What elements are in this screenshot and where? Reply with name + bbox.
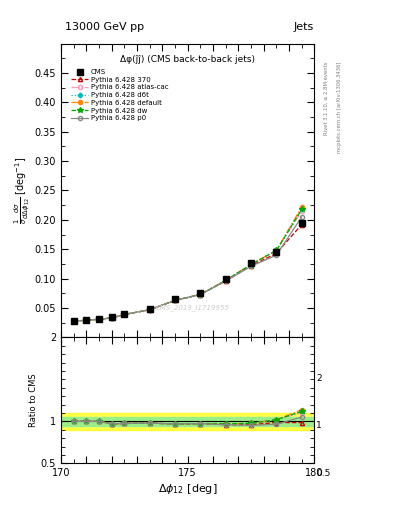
Bar bbox=[61, 413, 314, 430]
Text: Jets: Jets bbox=[293, 22, 314, 32]
Text: Rivet 3.1.10, ≥ 2.8M events: Rivet 3.1.10, ≥ 2.8M events bbox=[324, 61, 329, 135]
X-axis label: $\Delta\phi_{12}$ [deg]: $\Delta\phi_{12}$ [deg] bbox=[158, 482, 217, 497]
Text: 13000 GeV pp: 13000 GeV pp bbox=[65, 22, 144, 32]
Text: 2: 2 bbox=[316, 374, 322, 383]
Y-axis label: Ratio to CMS: Ratio to CMS bbox=[29, 374, 38, 427]
Text: 0.5: 0.5 bbox=[316, 469, 331, 478]
Text: Δφ(ĵĵ) (CMS back-to-back jets): Δφ(ĵĵ) (CMS back-to-back jets) bbox=[120, 55, 255, 65]
Y-axis label: $\frac{1}{\sigma}\frac{d\sigma}{d\Delta\phi_{12}}$ [deg$^{-1}$]: $\frac{1}{\sigma}\frac{d\sigma}{d\Delta\… bbox=[12, 157, 32, 224]
Text: CMS_2019_I1719955: CMS_2019_I1719955 bbox=[156, 305, 230, 311]
Bar bbox=[61, 417, 314, 425]
Text: mcplots.cern.ch [arXiv:1306.3436]: mcplots.cern.ch [arXiv:1306.3436] bbox=[337, 61, 342, 153]
Text: 1: 1 bbox=[316, 421, 322, 431]
Legend: CMS, Pythia 6.428 370, Pythia 6.428 atlas-cac, Pythia 6.428 d6t, Pythia 6.428 de: CMS, Pythia 6.428 370, Pythia 6.428 atla… bbox=[70, 68, 170, 123]
